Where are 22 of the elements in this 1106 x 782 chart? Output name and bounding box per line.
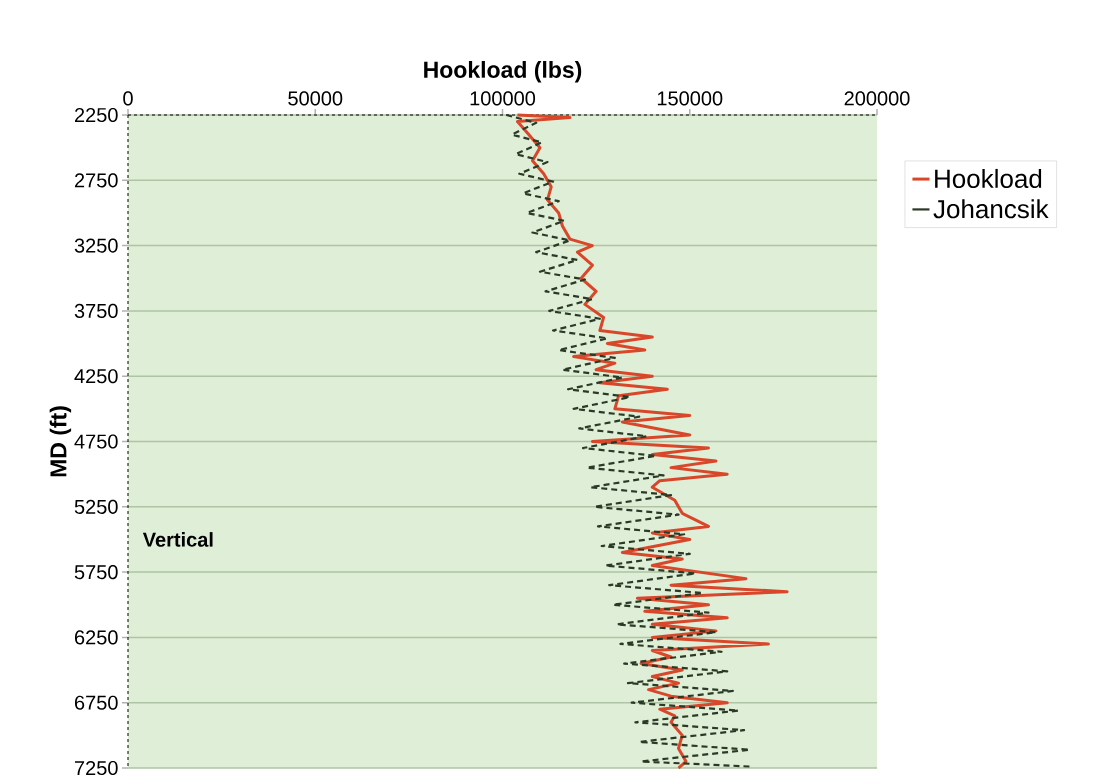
y-tick-label: 5750 bbox=[74, 565, 118, 580]
x-tick-label: 0 bbox=[123, 91, 133, 106]
y-tick-label: 6250 bbox=[74, 630, 118, 645]
y-tick-label: 2750 bbox=[74, 173, 118, 188]
y-axis-title: MD (ft) bbox=[49, 406, 72, 477]
legend-label: Hookload bbox=[935, 168, 1042, 189]
y-tick-label: 6750 bbox=[74, 695, 118, 710]
legend-label: Johancsik bbox=[933, 199, 1049, 219]
y-tick-label: 4250 bbox=[74, 369, 118, 384]
y-tick-label: 4750 bbox=[74, 434, 118, 449]
x-tick-label: 200000 bbox=[844, 91, 910, 106]
y-tick-label: 3750 bbox=[74, 303, 118, 318]
x-tick-label: 150000 bbox=[657, 91, 723, 106]
y-tick-label: 5250 bbox=[74, 499, 118, 514]
x-tick-label: 100000 bbox=[470, 91, 536, 106]
x-axis-title: Hookload (lbs) bbox=[424, 61, 582, 83]
annotation: Vertical bbox=[142, 532, 213, 547]
y-tick-label: 2250 bbox=[74, 107, 118, 123]
x-tick-label: 50000 bbox=[288, 91, 343, 106]
line-series bbox=[515, 113, 789, 770]
y-tick-label: 3250 bbox=[74, 238, 118, 253]
y-tick-label: 7250 bbox=[74, 760, 118, 776]
